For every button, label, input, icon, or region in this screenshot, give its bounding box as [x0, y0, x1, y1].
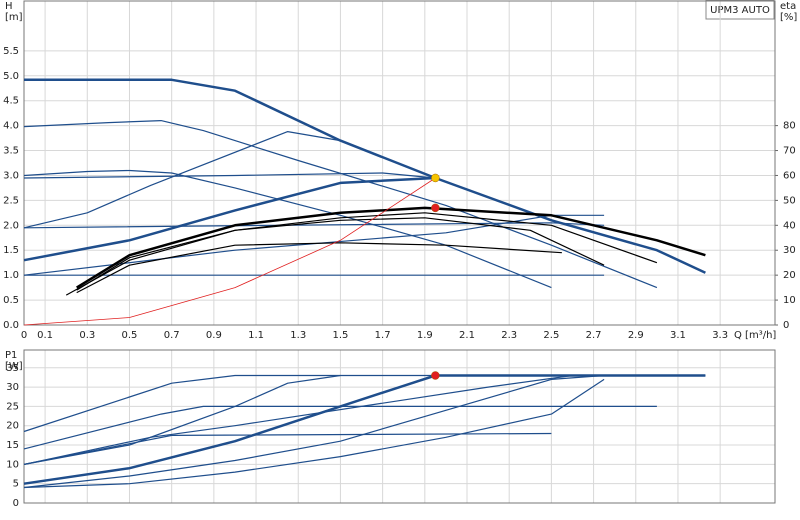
- curve: [23, 405, 657, 450]
- x-tick-label: 3.1: [670, 330, 686, 341]
- y-tick-label: 25: [6, 401, 19, 412]
- x-tick-label: 2.3: [501, 330, 517, 341]
- curve: [23, 374, 605, 489]
- y-tick-label: 20: [6, 421, 19, 432]
- y2-tick-label: 10: [783, 295, 796, 306]
- y-tick-label: 35: [6, 363, 19, 374]
- x-tick-label: 2.7: [586, 330, 602, 341]
- x-tick-label: 1.3: [290, 330, 306, 341]
- x-tick-label: 0.5: [122, 330, 138, 341]
- y-tick-label: 30: [6, 382, 19, 393]
- x-tick-label: 0.7: [164, 330, 180, 341]
- y-tick-label: 5.5: [3, 46, 19, 57]
- y-tick-label: 0.0: [3, 320, 19, 331]
- y2-tick-label: 40: [783, 220, 796, 231]
- curve: [23, 222, 605, 229]
- y-tick-label: 5: [13, 479, 19, 490]
- y-tick-label: 1.5: [3, 245, 19, 256]
- y2-tick-label: 70: [783, 146, 796, 157]
- x-tick-label: 0.3: [79, 330, 95, 341]
- x-tick-label: 0.9: [206, 330, 222, 341]
- y2-axis-label: eta: [780, 1, 796, 12]
- x-axis-label: Q [m³/h]: [734, 330, 776, 341]
- curve: [23, 374, 341, 465]
- curve: [23, 374, 706, 485]
- y2-tick-label: 60: [783, 170, 796, 181]
- y-tick-label: 10: [6, 459, 19, 470]
- x-tick-label: 0.1: [37, 330, 53, 341]
- operating-point: [431, 203, 440, 213]
- y-tick-label: 2.0: [3, 220, 19, 231]
- curve: [23, 378, 605, 489]
- x-tick-label: 0: [21, 330, 27, 341]
- curve: [65, 212, 658, 296]
- curve: [76, 206, 706, 289]
- y2-tick-label: 0: [783, 320, 789, 331]
- y-axis-unit: [W]: [5, 361, 23, 372]
- curve: [76, 242, 562, 294]
- curve: [24, 78, 706, 274]
- operating-point: [431, 173, 440, 183]
- curve: [23, 432, 552, 465]
- y2-tick-label: 20: [783, 270, 796, 281]
- x-tick-label: 1.7: [375, 330, 391, 341]
- y-tick-label: 5.0: [3, 71, 19, 82]
- y2-tick-label: 80: [783, 121, 796, 132]
- curve: [23, 172, 436, 179]
- x-tick-label: 2.5: [543, 330, 559, 341]
- y-tick-label: 0.5: [3, 295, 19, 306]
- curve: [23, 374, 573, 465]
- x-tick-label: 3.3: [712, 330, 728, 341]
- curve: [23, 169, 552, 289]
- plot-frame: [23, 0, 776, 326]
- curve: [23, 131, 341, 229]
- operating-point: [431, 371, 440, 380]
- x-tick-label: 2.1: [459, 330, 475, 341]
- y-tick-label: 1.0: [3, 270, 19, 281]
- y-tick-label: 15: [6, 440, 19, 451]
- x-tick-label: 1.9: [417, 330, 433, 341]
- y2-tick-label: 30: [783, 245, 796, 256]
- y-axis-unit: [m]: [5, 12, 23, 23]
- y-axis-label: H: [5, 1, 13, 12]
- curve: [76, 217, 605, 291]
- y-axis-label: P1: [5, 350, 17, 361]
- y-tick-label: 2.5: [3, 195, 19, 206]
- y2-tick-label: 50: [783, 195, 796, 206]
- x-tick-label: 2.9: [628, 330, 644, 341]
- y2-axis-unit: [%]: [780, 12, 797, 23]
- chart-label: UPM3 AUTO: [710, 5, 770, 16]
- y-tick-label: 4.5: [3, 96, 19, 107]
- y-tick-label: 3.5: [3, 146, 19, 157]
- y-tick-label: 0: [13, 498, 19, 509]
- x-tick-label: 1.1: [248, 330, 264, 341]
- plot-frame: [23, 349, 776, 504]
- x-tick-label: 1.5: [332, 330, 348, 341]
- y-tick-label: 4.0: [3, 121, 19, 132]
- y-tick-label: 3.0: [3, 170, 19, 181]
- curve: [23, 177, 436, 326]
- curve: [23, 176, 436, 262]
- label-box: [705, 0, 775, 20]
